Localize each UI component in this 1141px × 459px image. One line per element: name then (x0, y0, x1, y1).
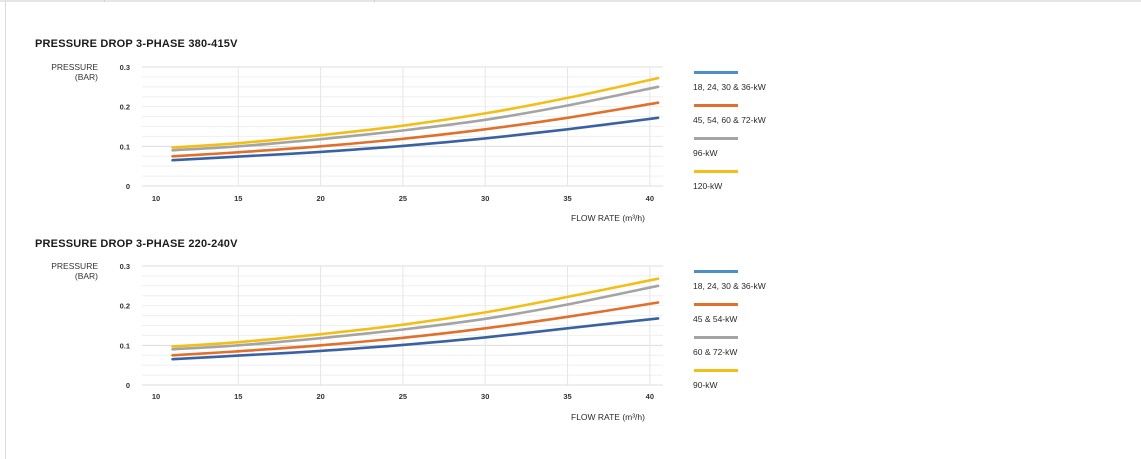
series-line (171, 277, 660, 348)
legend-item: 18, 24, 30 & 36-kW (693, 270, 853, 303)
legend-label: 90-kW (693, 380, 718, 390)
y-tick-label: 0.2 (120, 302, 130, 311)
legend-label: 18, 24, 30 & 36-kW (693, 281, 766, 291)
legend-label: 96-kW (693, 148, 718, 158)
legend-label: 45, 54, 60 & 72-kW (693, 115, 766, 125)
page-frame (5, 0, 1141, 459)
y-tick-label: 0 (126, 182, 130, 191)
series-line (171, 301, 660, 357)
legend-swatch (694, 303, 738, 306)
chart-title: PRESSURE DROP 3-PHASE 220-240V (35, 238, 238, 250)
legend-item: 60 & 72-kW (693, 336, 853, 369)
y-tick-label: 0.1 (120, 341, 130, 350)
x-tick-label: 15 (234, 194, 242, 203)
x-tick-label: 25 (399, 392, 407, 401)
legend-item: 45, 54, 60 & 72-kW (693, 104, 853, 137)
series-line (171, 116, 660, 162)
x-axis-title: FLOW RATE (m³/h) (571, 412, 645, 422)
y-axis-title: PRESSURE (BAR) (28, 261, 98, 281)
legend-item: 45 & 54-kW (693, 303, 853, 336)
legend-item: 120-kW (693, 170, 853, 203)
x-axis-title: FLOW RATE (m³/h) (571, 213, 645, 223)
legend-swatch (694, 71, 738, 74)
x-tick-label: 10 (152, 392, 160, 401)
plot-area: 0 0.1 0.2 0.3 10 15 20 25 30 35 40 (120, 63, 663, 203)
legend-label: 45 & 54-kW (693, 314, 738, 324)
legend-label: 60 & 72-kW (693, 347, 738, 357)
series-line (171, 101, 660, 158)
y-tick-label: 0.1 (120, 142, 130, 151)
x-tick-label: 30 (481, 392, 489, 401)
y-axis-title-line: (BAR) (74, 271, 98, 281)
plot-area: 0 0.1 0.2 0.3 10 15 20 25 30 35 40 (120, 262, 663, 401)
chart-legend: 18, 24, 30 & 36-kW 45, 54, 60 & 72-kW 96… (693, 71, 853, 203)
chart-legend: 18, 24, 30 & 36-kW 45 & 54-kW 60 & 72-kW… (693, 270, 853, 402)
x-tick-label: 10 (152, 194, 160, 203)
x-tick-label: 20 (316, 194, 324, 203)
x-tick-label: 30 (481, 194, 489, 203)
legend-swatch (694, 137, 738, 140)
x-tick-label: 20 (316, 392, 324, 401)
legend-item: 90-kW (693, 369, 853, 402)
top-tick (374, 0, 375, 2)
x-tick-label: 15 (234, 392, 242, 401)
x-tick-label: 35 (563, 194, 571, 203)
legend-swatch (694, 270, 738, 273)
x-tick-label: 40 (646, 194, 654, 203)
y-axis-title-line: PRESSURE (51, 62, 98, 72)
top-tick (104, 0, 105, 2)
y-tick-label: 0.3 (120, 63, 130, 72)
chart-title: PRESSURE DROP 3-PHASE 380-415V (35, 38, 238, 50)
x-tick-label: 35 (563, 392, 571, 401)
x-tick-label: 25 (399, 194, 407, 203)
x-tick-label: 40 (646, 392, 654, 401)
legend-item: 96-kW (693, 137, 853, 170)
y-axis-title-line: (BAR) (74, 72, 98, 82)
series-line (171, 76, 660, 149)
top-rule (0, 0, 1141, 2)
y-tick-label: 0.3 (120, 262, 130, 271)
legend-swatch (694, 336, 738, 339)
y-axis-title: PRESSURE (BAR) (28, 62, 98, 82)
series-line (171, 85, 660, 152)
legend-label: 18, 24, 30 & 36-kW (693, 82, 766, 92)
y-tick-label: 0.2 (120, 103, 130, 112)
legend-item: 18, 24, 30 & 36-kW (693, 71, 853, 104)
series-line (171, 284, 660, 351)
y-axis-title-line: PRESSURE (51, 261, 98, 271)
legend-swatch (694, 369, 738, 372)
series-line (171, 317, 660, 361)
y-tick-label: 0 (126, 381, 130, 390)
legend-swatch (694, 170, 738, 173)
legend-label: 120-kW (693, 181, 723, 191)
legend-swatch (694, 104, 738, 107)
